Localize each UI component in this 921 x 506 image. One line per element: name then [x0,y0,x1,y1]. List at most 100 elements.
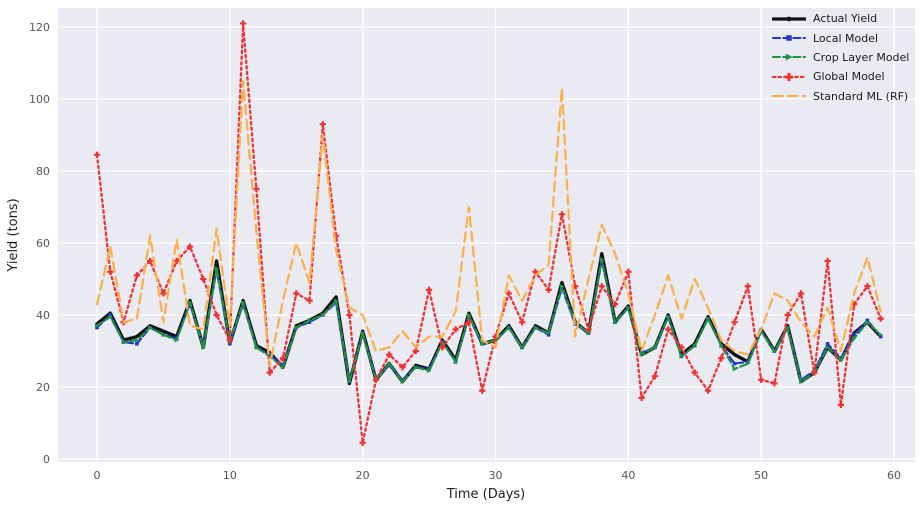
triangle-right-marker-icon [666,314,671,320]
legend-swatch-crop-layer-model [772,53,806,61]
triangle-right-marker-icon [626,305,631,311]
triangle-right-marker-icon [679,354,684,359]
circle-marker-icon [560,281,564,285]
plus-marker-icon [784,311,791,319]
square-marker-icon [852,333,856,337]
triangle-right-marker-icon [280,364,286,370]
circle-marker-icon [786,16,792,22]
triangle-right-marker-icon [148,325,153,330]
plus-marker-icon [452,326,459,333]
plus-marker-icon [306,297,313,304]
triangle-right-marker-icon [533,325,538,330]
triangle-right-marker-icon [838,357,844,363]
plus-marker-icon [864,283,871,290]
legend-swatch-global-model [772,72,806,81]
plus-marker-icon [665,326,672,333]
triangle-right-marker-icon [652,345,658,350]
square-marker-icon [400,378,405,382]
plus-marker-icon [651,373,659,380]
plus-marker-icon [346,311,353,319]
triangle-right-marker-icon [347,379,352,384]
plus-marker-icon [558,211,566,218]
plus-marker-icon [160,290,167,297]
plus-marker-icon [439,344,446,351]
square-marker-icon [307,320,312,324]
triangle-right-marker-icon [612,319,618,325]
plus-marker-icon [412,347,419,355]
y-tick-label: 100 [29,93,50,106]
plus-marker-icon [133,272,140,279]
triangle-right-marker-icon [134,337,140,343]
triangle-right-marker-icon [214,265,219,271]
x-tick-label: 0 [94,469,101,482]
series-crop-layer-model [94,256,884,384]
triangle-right-marker-icon [559,283,565,289]
plus-marker-icon [226,337,233,344]
plus-marker-icon [518,319,526,326]
triangle-right-marker-icon [878,332,884,338]
legend-item-actual-yield: Actual Yield [772,9,909,28]
plot-background [58,8,915,462]
triangle-right-marker-icon [413,364,419,370]
plus-marker-icon [611,301,619,308]
square-marker-icon [825,342,830,346]
gridlines [58,8,915,462]
plus-marker-icon [200,275,207,283]
x-tick-label: 20 [356,469,370,482]
x-tick-label: 30 [489,469,503,482]
legend-label: Standard ML (RF) [813,89,909,103]
plus-marker-icon [465,319,473,326]
legend-item-local-model: Local Model [772,28,909,47]
square-marker-icon [387,363,391,368]
triangle-right-marker-icon [121,339,126,345]
square-marker-icon [878,334,883,339]
triangle-right-marker-icon [798,379,804,384]
triangle-right-marker-icon [506,325,512,330]
legend-item-global-model: Global Model [772,67,909,86]
square-marker-icon [135,342,139,346]
plus-marker-icon [372,376,380,383]
plus-marker-icon [784,72,794,81]
plus-marker-icon [293,290,300,297]
plus-marker-icon [797,290,805,297]
plus-marker-icon [399,364,406,371]
triangle-right-marker-icon [639,352,645,357]
x-axis-tick-labels: 0 10 20 30 40 50 60 [94,469,902,482]
plus-marker-icon [877,315,884,322]
series-line-global-model [95,22,882,444]
x-tick-label: 50 [754,469,768,482]
plus-marker-icon [811,369,818,376]
x-axis-label: Time (Days) [446,487,526,502]
square-marker-icon [732,361,737,366]
legend: Actual Yield Local Model Crop Layer Model G… [772,9,909,106]
plus-marker-icon [598,283,605,290]
plus-marker-icon [239,20,247,27]
plus-marker-icon [625,268,632,275]
x-tick-label: 60 [887,469,901,482]
x-tick-label: 10 [223,469,237,482]
triangle-right-marker-icon [201,345,206,350]
triangle-right-marker-icon [825,345,830,350]
plus-marker-icon [492,333,499,340]
triangle-right-marker-icon [546,330,552,336]
triangle-right-marker-icon [334,298,339,303]
legend-label: Global Model [813,70,885,84]
legend-label: Crop Layer Model [813,50,910,64]
plus-marker-icon [319,121,326,128]
y-axis-tick-labels: 0 20 40 60 80 100 120 [29,21,50,466]
legend-swatch-standard-ml-rf [772,95,806,98]
legend-label: Actual Yield [813,12,878,26]
plus-marker-icon [107,268,114,275]
triangle-right-marker-icon [466,312,472,318]
triangle-right-marker-icon [692,343,698,348]
plus-marker-icon [585,326,592,333]
plus-marker-icon [771,380,778,387]
y-tick-label: 80 [36,165,50,178]
legend-item-standard-ml-rf: Standard ML (RF) [772,87,909,106]
triangle-right-marker-icon [719,343,724,348]
plus-marker-icon [266,369,273,376]
legend-label: Local Model [813,31,879,45]
plus-marker-icon [638,394,645,401]
